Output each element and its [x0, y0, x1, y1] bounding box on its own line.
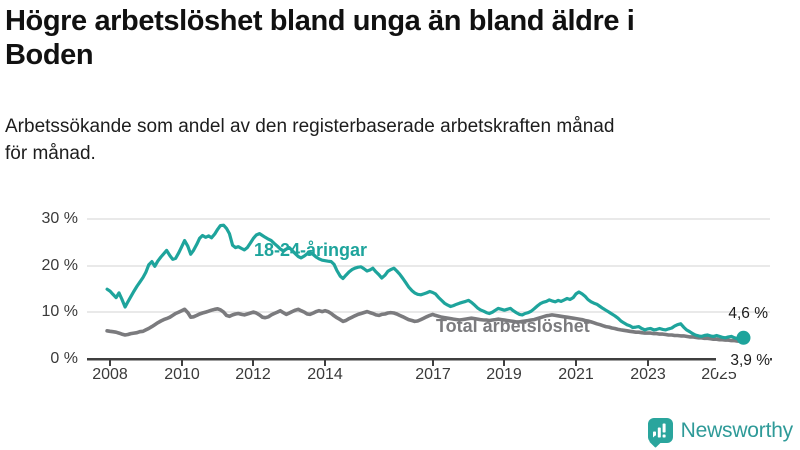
y-tick-label-10: 10 %: [41, 303, 78, 320]
series-label-youth: 18-24-åringar: [254, 240, 368, 260]
page-title: Högre arbetslöshet bland unga än bland ä…: [5, 5, 635, 72]
y-tick-label-20: 20 %: [41, 257, 78, 274]
x-tick-label-2014: 2014: [307, 366, 343, 383]
x-tick-label-2019: 2019: [486, 366, 522, 383]
newsworthy-wordmark: Newsworthy: [680, 418, 794, 442]
series-total-line: [105, 306, 746, 343]
x-tick-label-2023: 2023: [630, 366, 666, 383]
x-tick-label-2010: 2010: [164, 366, 200, 383]
series-youth-line: [105, 223, 746, 341]
x-tick-label-2008: 2008: [92, 366, 128, 383]
y-tick-label-30: 30 %: [41, 210, 78, 227]
value-label-youth: 4,6 %: [728, 305, 768, 322]
series-label-total: Total arbetslöshet: [436, 316, 590, 336]
newsworthy-logo[interactable]: Newsworthy: [647, 418, 794, 443]
value-label-total: 3,9 %: [716, 351, 770, 372]
x-tick-label-2021: 2021: [558, 366, 594, 383]
series-youth-end-dot: [736, 330, 751, 345]
bar-chart-speech-bubble-icon: [647, 418, 673, 443]
page-subtitle: Arbetssökande som andel av den registerb…: [5, 116, 615, 164]
x-tick-label-2017: 2017: [415, 366, 451, 383]
y-tick-label-0: 0 %: [50, 350, 78, 367]
x-tick-label-2012: 2012: [235, 366, 271, 383]
